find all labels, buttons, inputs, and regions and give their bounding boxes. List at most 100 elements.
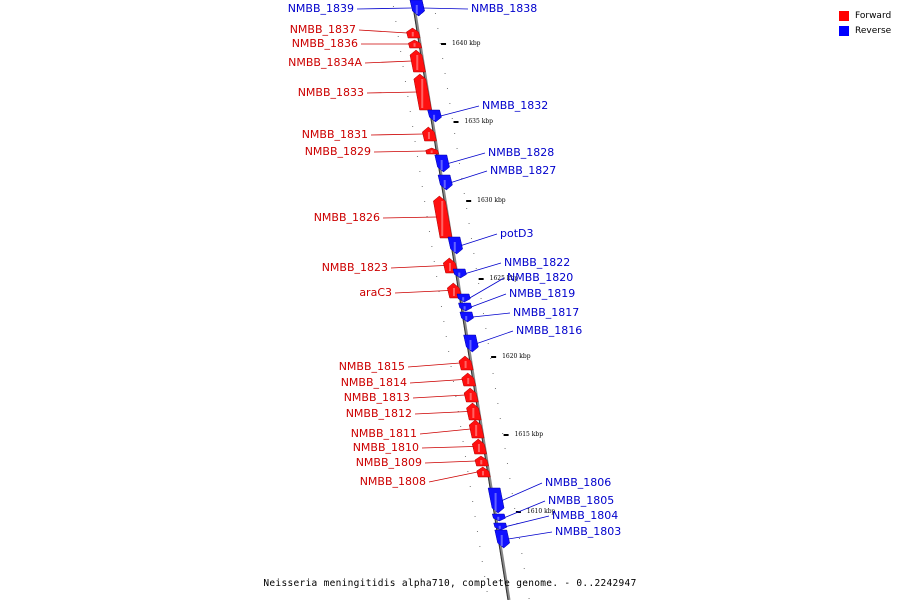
feature-highlight [430, 150, 433, 154]
leader-line [409, 379, 463, 384]
feature-highlight [458, 272, 461, 277]
tick-label: 1615 kbp [515, 431, 544, 438]
gene-label-nmbb-1813[interactable]: NMBB_1813 [344, 391, 410, 404]
guide-dot [464, 456, 466, 457]
leader-line [428, 471, 478, 483]
gene-label-nmbb-1833[interactable]: NMBB_1833 [298, 86, 364, 99]
legend-swatch-reverse [839, 25, 849, 36]
tick-label: 1630 kbp [477, 197, 506, 204]
gene-feature-nmbb-1815[interactable] [458, 355, 474, 371]
gene-feature-nmbb-1834a[interactable] [409, 49, 426, 73]
leader-line [414, 411, 468, 415]
gene-feature-nmbb-1810[interactable] [471, 438, 487, 455]
gene-feature-nmbb-1809[interactable] [474, 455, 489, 467]
gene-label-nmbb-1815[interactable]: NMBB_1815 [339, 360, 405, 373]
gene-feature-nmbb-1831[interactable] [422, 126, 437, 142]
guide-dot [467, 471, 469, 472]
gene-label-nmbb-1816[interactable]: NMBB_1816 [516, 324, 582, 337]
gene-label-nmbb-1822[interactable]: NMBB_1822 [504, 256, 570, 269]
gene-feature-nmbb-1808[interactable] [476, 466, 491, 478]
gene-label-nmbb-1808[interactable]: NMBB_1808 [360, 475, 426, 488]
leader-line [407, 362, 461, 368]
guide-dot [473, 253, 475, 254]
gene-label-nmbb-1829[interactable]: NMBB_1829 [305, 145, 371, 158]
gene-label-nmbb-1810[interactable]: NMBB_1810 [353, 441, 419, 454]
gene-feature-nmbb-1804[interactable] [493, 522, 508, 531]
guide-dot [484, 576, 486, 577]
gene-label-nmbb-1809[interactable]: NMBB_1809 [356, 456, 422, 469]
gene-feature-nmbb-1819[interactable] [458, 302, 473, 312]
guide-dot [434, 13, 436, 14]
tick-label: 1625 kbp [490, 275, 519, 282]
gene-label-nmbb-1832[interactable]: NMBB_1832 [482, 99, 548, 112]
gene-label-nmbb-1814[interactable]: NMBB_1814 [341, 376, 407, 389]
leader-line [356, 7, 412, 10]
gene-feature-nmbb-1836[interactable] [408, 39, 423, 49]
gene-feature-nmbb-1838[interactable] [409, 0, 425, 17]
gene-label-nmbb-1838[interactable]: NMBB_1838 [471, 2, 537, 15]
feature-highlight [415, 5, 418, 14]
gene-label-nmbb-1828[interactable]: NMBB_1828 [488, 146, 554, 159]
guide-dot [476, 531, 478, 532]
guide-dot [457, 411, 459, 412]
gene-feature-nmbb-1805[interactable] [491, 513, 506, 522]
scale-ticks: 1640 kbp 1635 kbp 1630 kbp 1625 kbp 1620 kbp… [441, 40, 556, 515]
gene-label-arac3[interactable]: araC3 [359, 286, 392, 299]
guide-dot [438, 291, 440, 292]
gene-label-nmbb-1837[interactable]: NMBB_1837 [290, 23, 356, 36]
guide-dot [400, 51, 402, 52]
guide-dot [426, 216, 428, 217]
gene-label-nmbb-1823[interactable]: NMBB_1823 [322, 261, 388, 274]
guide-dot [521, 553, 523, 554]
guide-dot [409, 111, 411, 112]
guide-dot [475, 268, 477, 269]
gene-label-nmbb-1839[interactable]: NMBB_1839 [288, 2, 354, 15]
gene-label-nmbb-1817[interactable]: NMBB_1817 [513, 306, 579, 319]
feature-highlight [472, 408, 475, 418]
gene-feature-potd3[interactable] [447, 236, 463, 255]
leader-line [461, 233, 498, 246]
gene-feature-nmbb-1817[interactable] [459, 311, 474, 323]
gene-label-nmbb-1836[interactable]: NMBB_1836 [292, 37, 358, 50]
leader-line [390, 265, 445, 269]
gene-label-nmbb-1806[interactable]: NMBB_1806 [545, 476, 611, 489]
gene-feature-nmbb-1813[interactable] [463, 387, 479, 403]
guide-dot [449, 103, 451, 104]
gene-label-nmbb-1820[interactable]: NMBB_1820 [507, 271, 573, 284]
feature-highlight [480, 460, 483, 465]
gene-feature-nmbb-1832[interactable] [427, 109, 442, 123]
gene-label-nmbb-1812[interactable]: NMBB_1812 [346, 407, 412, 420]
gene-label-nmbb-1826[interactable]: NMBB_1826 [314, 211, 380, 224]
gene-feature-nmbb-1837[interactable] [406, 27, 421, 39]
gene-label-nmbb-1804[interactable]: NMBB_1804 [552, 509, 618, 522]
gene-feature-nmbb-1811[interactable] [468, 419, 485, 439]
gene-label-nmbb-1803[interactable]: NMBB_1803 [555, 525, 621, 538]
guide-dot [470, 238, 472, 239]
guide-dot [485, 328, 487, 329]
gene-feature-nmbb-1826[interactable] [433, 195, 453, 239]
gene-feature-nmbb-1827[interactable] [437, 174, 453, 191]
gene-label-nmbb-1827[interactable]: NMBB_1827 [490, 164, 556, 177]
gene-feature-nmbb-1829[interactable] [425, 147, 439, 155]
gene-feature-nmbb-1806[interactable] [487, 487, 505, 514]
gene-feature-nmbb-1833[interactable] [413, 73, 432, 111]
legend-item-forward: Forward [839, 8, 891, 23]
gene-label-nmbb-1811[interactable]: NMBB_1811 [351, 427, 417, 440]
guide-dot [472, 501, 474, 502]
gene-label-nmbb-1834a[interactable]: NMBB_1834A [288, 56, 362, 69]
gene-feature-nmbb-1820[interactable] [456, 293, 471, 303]
gene-label-nmbb-1819[interactable]: NMBB_1819 [509, 287, 575, 300]
gene-feature-nmbb-1822[interactable] [452, 268, 467, 279]
gene-label-potd3[interactable]: potD3 [500, 227, 534, 240]
gene-feature-nmbb-1816[interactable] [463, 334, 479, 353]
guide-dot [494, 388, 496, 389]
gene-feature-nmbb-1803[interactable] [494, 529, 510, 549]
gene-feature-nmbb-1812[interactable] [466, 402, 482, 421]
guide-dot [456, 148, 458, 149]
tick-label: 1640 kbp [452, 40, 481, 47]
guide-dot [436, 276, 438, 277]
gene-feature-nmbb-1814[interactable] [461, 372, 477, 387]
gene-label-nmbb-1805[interactable]: NMBB_1805 [548, 494, 614, 507]
gene-label-nmbb-1831[interactable]: NMBB_1831 [302, 128, 368, 141]
gene-feature-nmbb-1828[interactable] [434, 154, 450, 173]
